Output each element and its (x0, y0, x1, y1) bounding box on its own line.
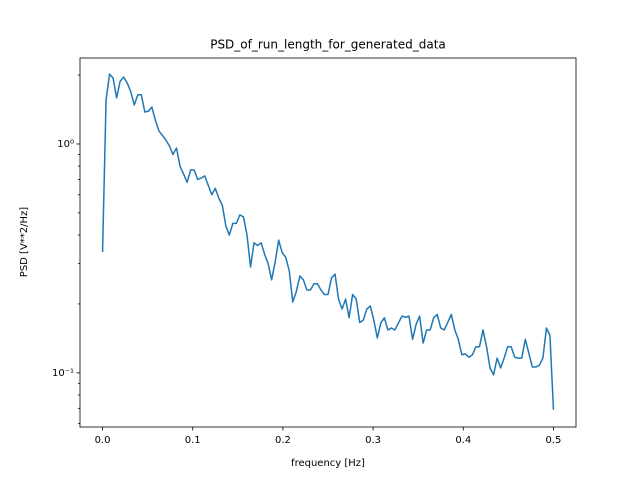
x-tick-label: 0.5 (546, 435, 562, 446)
x-tick-label: 0.4 (455, 435, 471, 446)
y-tick-label: 10⁻¹ (52, 368, 74, 379)
x-axis-label: frequency [Hz] (291, 458, 365, 469)
x-tick-label: 0.1 (185, 435, 201, 446)
x-tick-label: 0.3 (365, 435, 381, 446)
plot-frame (79, 57, 577, 428)
data-line (101, 73, 555, 410)
y-tick-label: 10⁰ (57, 139, 74, 150)
x-tick-label: 0.0 (95, 435, 111, 446)
x-tick-label: 0.2 (275, 435, 291, 446)
chart-title: PSD_of_run_length_for_generated_data (210, 38, 446, 52)
y-axis-label: PSD [V**2/Hz] (19, 207, 30, 277)
